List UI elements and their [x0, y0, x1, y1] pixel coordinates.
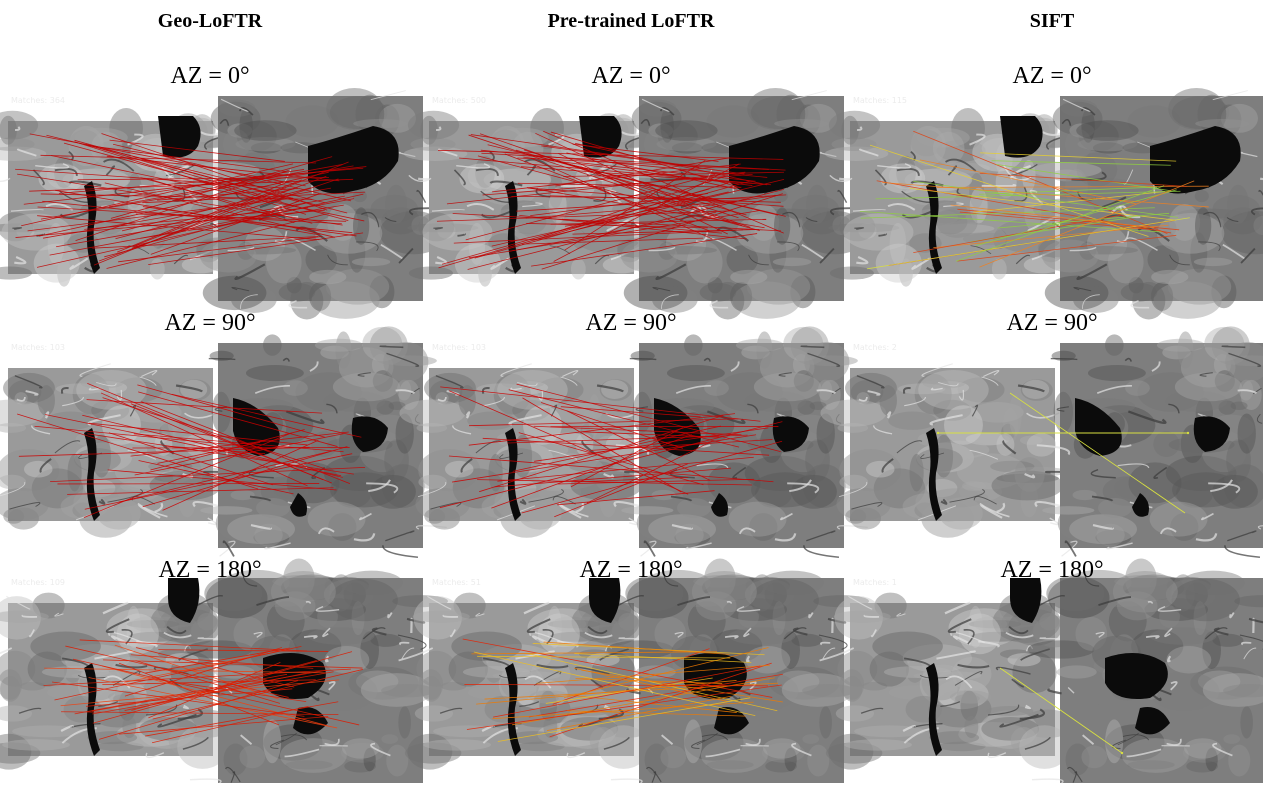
column-title-sift: SIFT	[1029, 10, 1075, 32]
panel-sift-az90: Matches: 2	[820, 326, 1263, 559]
panel-geo-loftr-az90: Matches: 103	[0, 326, 447, 559]
match-count: Matches: 2	[853, 343, 897, 352]
terrain-image	[398, 591, 656, 770]
panel-sift-az180: Matches: 1	[819, 558, 1263, 784]
match-count: Matches: 103	[11, 343, 66, 352]
azimuth-label-180-pretrained-loftr: AZ = 180°	[579, 557, 683, 583]
match-lines	[15, 133, 367, 269]
terrain-image	[824, 108, 1080, 287]
match-count: Matches: 51	[432, 578, 481, 587]
terrain-image	[1000, 88, 1263, 320]
terrain-image	[819, 591, 1077, 770]
match-count: Matches: 500	[432, 96, 487, 105]
match-lines	[859, 130, 1209, 270]
azimuth-label-0-pretrained-loftr: AZ = 0°	[591, 63, 671, 89]
azimuth-label-0-geo-loftr: AZ = 0°	[170, 63, 250, 89]
panel-geo-loftr-az0: Matches: 364	[0, 88, 449, 320]
azimuth-label-90-geo-loftr: AZ = 90°	[164, 310, 256, 336]
match-lines	[439, 383, 783, 518]
match-lines	[936, 392, 1190, 514]
panel-pretrained-loftr-az90: Matches: 103	[399, 326, 868, 559]
azimuth-label-0-sift: AZ = 0°	[1012, 63, 1092, 89]
match-lines	[436, 130, 787, 270]
panel-pretrained-loftr-az180: Matches: 51	[398, 558, 869, 784]
terrain-image	[0, 363, 243, 538]
match-lines	[17, 383, 366, 518]
panel-geo-loftr-az180: Matches: 109	[0, 558, 448, 784]
match-lines	[999, 667, 1124, 755]
azimuth-label-180-geo-loftr: AZ = 180°	[158, 557, 262, 583]
match-count: Matches: 103	[432, 343, 487, 352]
terrain-image	[615, 326, 868, 559]
azimuth-label-180-sift: AZ = 180°	[1000, 557, 1104, 583]
match-count: Matches: 364	[11, 96, 66, 105]
terrain-image	[1010, 558, 1263, 784]
match-lines	[462, 638, 783, 742]
match-count: Matches: 115	[853, 96, 908, 105]
terrain-image	[0, 591, 235, 770]
match-lines	[43, 639, 363, 744]
column-title-geo-loftr: Geo-LoFTR	[157, 10, 263, 32]
terrain-image	[399, 363, 664, 538]
azimuth-label-90-pretrained-loftr: AZ = 90°	[585, 310, 677, 336]
match-count: Matches: 1	[853, 578, 897, 587]
match-count: Matches: 109	[11, 578, 66, 587]
column-title-pretrained-loftr: Pre-trained LoFTR	[547, 10, 715, 32]
terrain-image	[820, 363, 1085, 538]
terrain-image	[1036, 326, 1263, 559]
panel-pretrained-loftr-az0: Matches: 500	[403, 88, 870, 320]
azimuth-label-90-sift: AZ = 90°	[1006, 310, 1098, 336]
panel-sift-az0: Matches: 115	[824, 88, 1263, 320]
terrain-image	[194, 326, 447, 559]
